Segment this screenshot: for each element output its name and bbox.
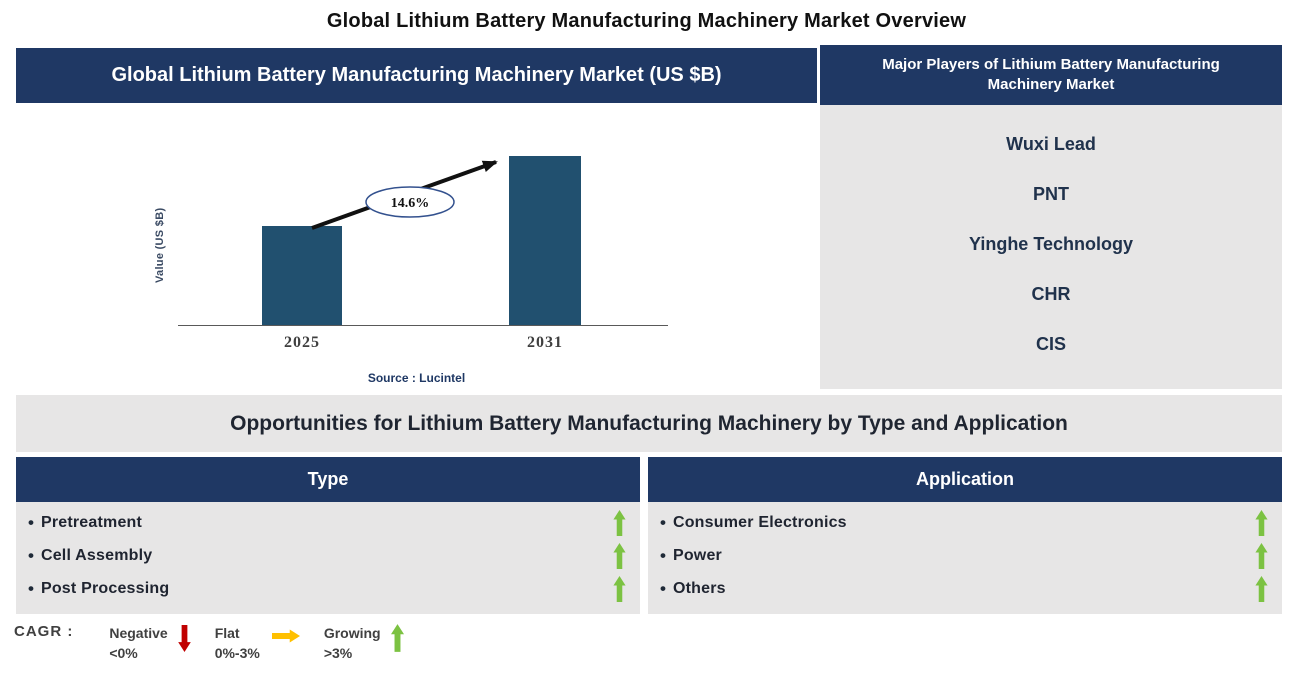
bullet-icon: • bbox=[28, 513, 34, 533]
legend-name: Growing bbox=[323, 625, 381, 641]
legend-item-negative: Negative <0% bbox=[109, 623, 198, 663]
cagr-ellipse bbox=[365, 186, 455, 218]
bar-2031 bbox=[509, 156, 581, 326]
table-row: • Power bbox=[660, 542, 1268, 569]
growth-up-arrow-icon bbox=[613, 510, 626, 537]
application-table: Application • Consumer Electronics • Pow… bbox=[648, 457, 1282, 614]
player-name: CHR bbox=[1031, 283, 1071, 304]
type-row-label: Post Processing bbox=[40, 579, 170, 597]
player-name: PNT bbox=[1033, 183, 1069, 204]
application-row-label: Others bbox=[672, 579, 726, 597]
x-tick-2025: 2025 bbox=[284, 334, 320, 351]
x-axis-line bbox=[178, 325, 668, 326]
table-row: • Others bbox=[660, 575, 1268, 602]
chart-cagr-value: 14.6% bbox=[391, 196, 430, 211]
growth-up-arrow-icon bbox=[1255, 575, 1268, 602]
growth-up-arrow-icon bbox=[1255, 510, 1268, 537]
flat-right-arrow-icon bbox=[271, 629, 300, 643]
major-players-list: Wuxi Lead PNT Yinghe Technology CHR CIS bbox=[820, 105, 1282, 389]
application-table-header: Application bbox=[648, 457, 1282, 502]
growth-up-arrow-icon bbox=[613, 575, 626, 602]
type-table-body: • Pretreatment • Cell Assembly • Post Pr… bbox=[16, 502, 640, 614]
legend-item-flat: Flat 0%-3% bbox=[215, 623, 308, 663]
chart-panel-header: Global Lithium Battery Manufacturing Mac… bbox=[16, 48, 817, 103]
bar-2025 bbox=[262, 226, 342, 326]
legend-range: <0% bbox=[109, 645, 138, 661]
growth-up-arrow-icon bbox=[1255, 542, 1268, 569]
type-row-label: Pretreatment bbox=[40, 514, 143, 532]
page-title: Global Lithium Battery Manufacturing Mac… bbox=[326, 10, 967, 32]
negative-down-arrow-icon bbox=[177, 625, 191, 652]
bullet-icon: • bbox=[660, 545, 666, 565]
table-row: • Consumer Electronics bbox=[660, 510, 1268, 537]
legend-name: Negative bbox=[109, 625, 168, 641]
table-row: • Post Processing bbox=[28, 575, 626, 602]
table-row: • Pretreatment bbox=[28, 510, 626, 537]
growing-up-arrow-icon bbox=[390, 624, 404, 652]
legend-item-growing: Growing >3% bbox=[324, 623, 404, 663]
opportunities-title: Opportunities for Lithium Battery Manufa… bbox=[16, 395, 1282, 452]
bar-chart: Value (US $B) 14.6% 2025 2031 Source : L… bbox=[16, 103, 817, 395]
application-row-label: Power bbox=[672, 546, 722, 564]
player-name: Wuxi Lead bbox=[1006, 133, 1096, 154]
legend-range: >3% bbox=[323, 645, 353, 661]
growth-up-arrow-icon bbox=[613, 542, 626, 569]
legend-name: Flat bbox=[214, 625, 240, 641]
cagr-legend: CAGR : Negative <0% Flat 0%-3% Growing >… bbox=[14, 623, 420, 663]
player-name: Yinghe Technology bbox=[968, 233, 1133, 254]
application-table-body: • Consumer Electronics • Power • Others bbox=[648, 502, 1282, 614]
growth-arrow-overlay: 14.6% bbox=[311, 160, 498, 230]
legend-range: 0%-3% bbox=[214, 645, 260, 661]
type-table: Type • Pretreatment • Cell Assembly • Po… bbox=[16, 457, 640, 614]
type-table-header: Type bbox=[16, 457, 640, 502]
bullet-icon: • bbox=[28, 545, 34, 565]
major-players-header: Major Players of Lithium Battery Manufac… bbox=[820, 45, 1282, 105]
chart-source: Source : Lucintel bbox=[367, 371, 466, 385]
bullet-icon: • bbox=[660, 578, 666, 598]
bullet-icon: • bbox=[660, 513, 666, 533]
major-players-panel: Major Players of Lithium Battery Manufac… bbox=[820, 45, 1282, 389]
application-row-label: Consumer Electronics bbox=[672, 514, 847, 532]
player-name: CIS bbox=[1035, 333, 1066, 354]
type-row-label: Cell Assembly bbox=[40, 546, 153, 564]
cagr-legend-label: CAGR : bbox=[14, 623, 74, 640]
x-tick-2031: 2031 bbox=[527, 334, 563, 351]
bullet-icon: • bbox=[28, 578, 34, 598]
table-row: • Cell Assembly bbox=[28, 542, 626, 569]
